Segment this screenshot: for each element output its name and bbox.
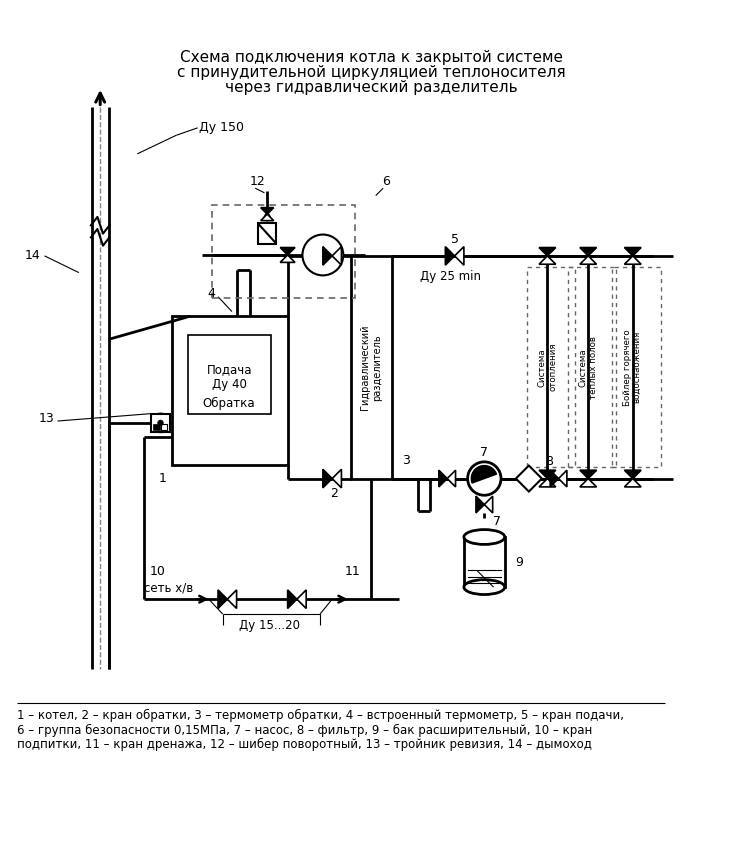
Bar <box>153 424 159 430</box>
Polygon shape <box>625 248 641 256</box>
Ellipse shape <box>464 580 505 594</box>
Text: Система
теплых полов: Система теплых полов <box>578 336 598 399</box>
Text: 4: 4 <box>207 287 215 299</box>
Polygon shape <box>439 470 447 487</box>
Text: Система
отопления: Система отопления <box>538 343 557 391</box>
Polygon shape <box>323 470 332 488</box>
Bar <box>160 424 167 430</box>
Polygon shape <box>539 248 556 256</box>
Circle shape <box>151 414 170 432</box>
Text: Схема подключения котла к закрытой системе: Схема подключения котла к закрытой систе… <box>179 50 562 65</box>
Polygon shape <box>332 470 342 488</box>
Circle shape <box>158 420 163 426</box>
Polygon shape <box>516 465 542 491</box>
Polygon shape <box>218 590 227 609</box>
Text: 3: 3 <box>403 454 410 466</box>
Circle shape <box>467 462 501 495</box>
Bar <box>612 267 661 467</box>
Text: Гидравлический
разделитель: Гидравлический разделитель <box>360 325 382 410</box>
Bar <box>351 256 392 479</box>
Polygon shape <box>445 247 455 266</box>
Text: подпитки, 11 – кран дренажа, 12 – шибер поворотный, 13 – тройник ревизия, 14 – д: подпитки, 11 – кран дренажа, 12 – шибер … <box>17 738 592 751</box>
Polygon shape <box>332 247 342 266</box>
Bar <box>188 335 271 414</box>
Polygon shape <box>539 256 556 264</box>
Text: Подача: Подача <box>207 363 252 377</box>
Polygon shape <box>287 590 297 609</box>
Polygon shape <box>625 256 641 264</box>
Polygon shape <box>261 214 273 221</box>
Text: через гидравлический разделитель: через гидравлический разделитель <box>225 79 517 94</box>
Text: 11: 11 <box>345 565 360 577</box>
Text: 1 – котел, 2 – кран обратки, 3 – термометр обратки, 4 – встроенный термометр, 5 : 1 – котел, 2 – кран обратки, 3 – термоме… <box>17 709 624 722</box>
Polygon shape <box>476 497 484 513</box>
Bar <box>258 223 276 244</box>
Text: 9: 9 <box>516 556 523 568</box>
Text: 5: 5 <box>451 233 459 245</box>
Bar <box>464 537 505 587</box>
Ellipse shape <box>464 529 505 545</box>
Text: Обратка: Обратка <box>203 397 256 410</box>
Text: 14: 14 <box>24 250 40 262</box>
Polygon shape <box>261 207 273 214</box>
Text: 8: 8 <box>545 455 553 469</box>
Bar <box>172 316 287 464</box>
Polygon shape <box>484 497 492 513</box>
Polygon shape <box>539 479 556 487</box>
Bar <box>212 205 355 298</box>
Polygon shape <box>580 479 597 487</box>
Text: Ду 40: Ду 40 <box>212 379 247 391</box>
Text: 7: 7 <box>493 515 501 528</box>
Text: с принудительной циркуляцией теплоносителя: с принудительной циркуляцией теплоносите… <box>177 65 565 80</box>
Polygon shape <box>297 590 306 609</box>
Polygon shape <box>551 470 559 487</box>
Polygon shape <box>625 470 641 479</box>
Polygon shape <box>280 248 295 255</box>
Text: Ду 25 min: Ду 25 min <box>420 270 481 282</box>
Polygon shape <box>625 479 641 487</box>
Bar <box>151 414 170 432</box>
Text: 13: 13 <box>38 411 54 425</box>
Polygon shape <box>447 470 456 487</box>
Polygon shape <box>455 247 464 266</box>
Text: сеть х/в: сеть х/в <box>144 582 193 594</box>
Text: 12: 12 <box>250 175 266 188</box>
Polygon shape <box>471 465 497 483</box>
Text: 10: 10 <box>150 565 165 577</box>
Polygon shape <box>580 470 597 479</box>
Polygon shape <box>280 255 295 262</box>
Text: 2: 2 <box>330 487 338 500</box>
Polygon shape <box>539 470 556 479</box>
Text: 6 – группа безопасности 0,15МПа, 7 – насос, 8 – фильтр, 9 – бак расширительный, : 6 – группа безопасности 0,15МПа, 7 – нас… <box>17 723 592 737</box>
Text: 7: 7 <box>480 446 488 459</box>
Polygon shape <box>323 247 332 266</box>
Polygon shape <box>580 248 597 256</box>
Text: 1: 1 <box>159 472 166 485</box>
Bar <box>568 267 616 467</box>
Bar <box>527 267 576 467</box>
Text: 6: 6 <box>382 175 390 188</box>
Polygon shape <box>227 590 237 609</box>
Polygon shape <box>580 256 597 264</box>
Polygon shape <box>559 470 567 487</box>
Circle shape <box>303 234 343 276</box>
Text: Ду 15...20: Ду 15...20 <box>239 619 300 631</box>
Text: Ду 150: Ду 150 <box>199 121 245 134</box>
Text: Бойлер горячего
водоснабжения: Бойлер горячего водоснабжения <box>623 329 642 405</box>
